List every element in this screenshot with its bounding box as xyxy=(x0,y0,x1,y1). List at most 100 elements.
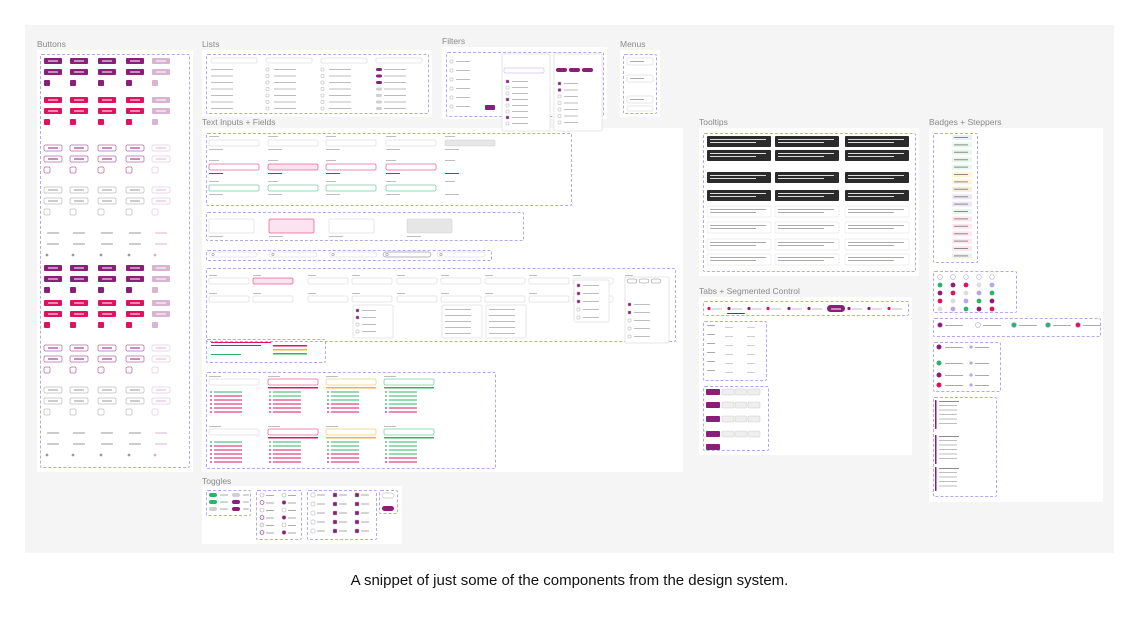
requirement-text xyxy=(331,445,359,447)
requirement-icon xyxy=(269,411,271,413)
dropdown-field xyxy=(252,277,294,285)
stepper-item xyxy=(939,458,957,459)
button-label xyxy=(102,158,112,160)
badge-label xyxy=(954,233,968,235)
stepper-dot xyxy=(976,306,982,312)
filter-option-checkbox xyxy=(505,97,510,102)
search-icon xyxy=(211,253,215,257)
filter-checkbox xyxy=(449,77,454,82)
tooltip xyxy=(844,253,910,266)
search-fields-set xyxy=(206,250,492,261)
tab-label xyxy=(812,308,822,310)
button-label xyxy=(102,71,112,73)
dropdown-field xyxy=(307,295,349,303)
requirement-text xyxy=(331,407,359,409)
requirement-text xyxy=(331,391,359,393)
button-label xyxy=(48,400,58,402)
stepper-dots-set xyxy=(933,271,1017,313)
field-helper-text xyxy=(386,194,400,195)
tooltip xyxy=(774,221,840,234)
dropdown-label xyxy=(308,293,316,294)
tooltip-text xyxy=(848,178,894,179)
tooltip-text xyxy=(848,260,894,261)
tooltip-text xyxy=(778,225,834,226)
dropdown-option-check xyxy=(355,329,360,334)
stepper-item xyxy=(939,453,957,455)
dropdown-field xyxy=(396,295,438,303)
list-checkbox xyxy=(265,74,270,78)
list-checkbox xyxy=(320,74,325,78)
radio-label xyxy=(288,495,296,496)
filter-option-checkbox xyxy=(505,109,510,114)
checkbox-label xyxy=(339,503,347,505)
button-label xyxy=(156,358,166,360)
button-ghost-label xyxy=(73,443,85,445)
checkbox-label xyxy=(339,530,347,532)
radio-label xyxy=(266,517,274,519)
password-field xyxy=(383,428,435,436)
stepper-dot xyxy=(989,298,995,304)
tooltip-text xyxy=(778,245,824,246)
tooltip-text xyxy=(848,242,904,243)
requirement-icon xyxy=(269,461,271,463)
tab-icon xyxy=(707,306,711,311)
tab-label xyxy=(872,308,882,310)
tabs-table-set xyxy=(703,321,767,381)
dropdown-open-menu xyxy=(352,304,394,339)
button-label xyxy=(130,60,140,62)
tab-row-label xyxy=(707,352,715,353)
filter-multi-label xyxy=(564,83,578,84)
dropdown-field xyxy=(440,295,482,303)
field-label xyxy=(268,136,278,137)
tooltip xyxy=(844,238,910,251)
requirement-icon xyxy=(385,441,387,443)
tooltip xyxy=(845,190,909,201)
requirement-icon xyxy=(327,411,329,413)
tab-row-value xyxy=(725,336,733,337)
tooltip xyxy=(845,150,909,161)
toggles-checkbox-set xyxy=(307,490,377,540)
tooltip-text xyxy=(848,212,894,213)
tooltip-text xyxy=(778,260,824,261)
checkbox-label xyxy=(361,530,369,532)
radio-button xyxy=(281,530,287,535)
badge-label xyxy=(954,166,968,168)
tooltip xyxy=(706,221,772,234)
button-label xyxy=(48,302,58,304)
filter-checkbox xyxy=(449,104,454,109)
requirement-icon xyxy=(385,391,387,393)
radio-button xyxy=(281,515,287,520)
tooltips-component-set xyxy=(703,133,916,272)
dropdown-option xyxy=(445,333,471,334)
tab-label xyxy=(732,308,742,310)
button-label xyxy=(130,110,140,112)
badge-label xyxy=(954,181,968,183)
section-title-lists: Lists xyxy=(202,39,220,49)
tab-row-label xyxy=(707,370,715,371)
icon-button xyxy=(152,80,158,86)
icon-button-ghost xyxy=(71,253,75,257)
icon-button xyxy=(126,287,132,293)
tab-label xyxy=(831,308,841,310)
dropdown-label xyxy=(209,293,217,294)
tooltip-text xyxy=(848,142,894,143)
dropdown-label xyxy=(397,293,405,294)
text-area xyxy=(406,218,453,234)
button-label xyxy=(102,389,112,391)
tooltip-text xyxy=(710,139,766,140)
icon-button-outline xyxy=(151,208,159,216)
requirement-text xyxy=(214,391,242,393)
button-label xyxy=(156,147,166,149)
filter-multi-checkbox xyxy=(557,101,562,105)
list-item-label xyxy=(274,88,296,90)
icon-button-ghost xyxy=(99,453,103,457)
list-item-label xyxy=(211,88,233,90)
badge-label xyxy=(954,255,968,257)
icon-button xyxy=(126,119,132,125)
menus-component-set xyxy=(623,54,657,114)
tooltip xyxy=(844,205,910,218)
badge-label xyxy=(954,151,968,153)
checkbox-label xyxy=(339,521,347,523)
checkbox xyxy=(332,492,338,498)
multiselect-check xyxy=(576,291,581,296)
